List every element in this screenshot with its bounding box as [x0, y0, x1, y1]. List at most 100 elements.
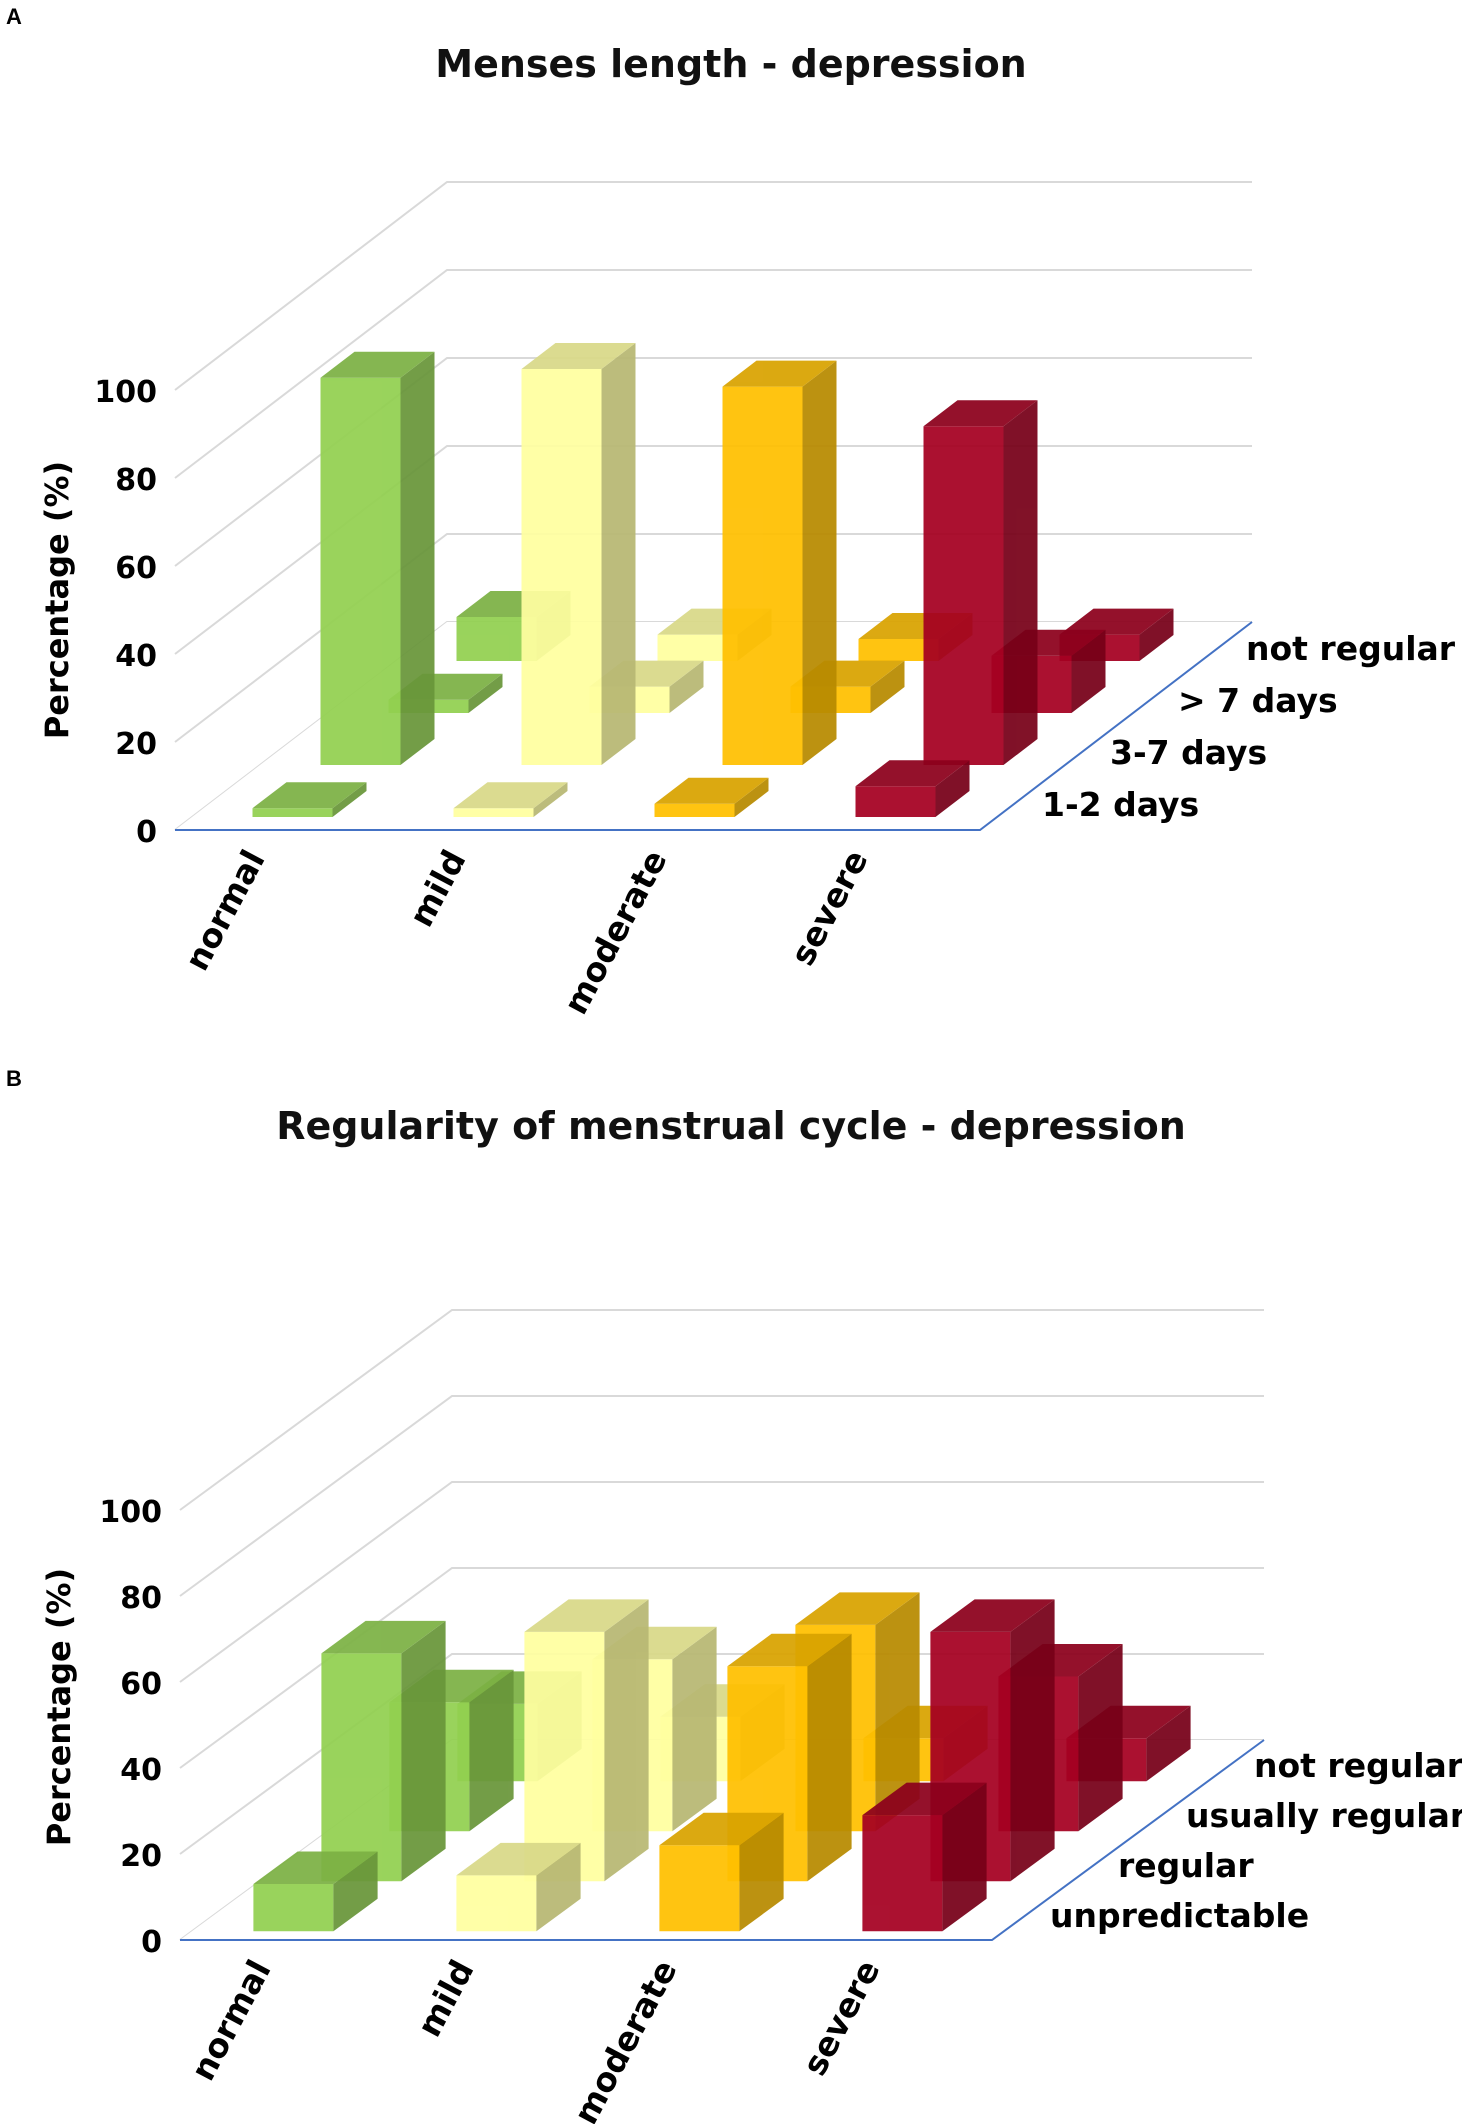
bar-top: [252, 782, 367, 809]
bar-side: [332, 782, 367, 817]
bar-side: [739, 1812, 784, 1932]
bar-side: [536, 1842, 581, 1932]
y-tick-label: 60: [120, 1667, 162, 1702]
x-category-label: moderate: [556, 843, 675, 1020]
chart-title-a: Menses length - depression: [435, 42, 1027, 86]
x-category-label: mild: [409, 1953, 481, 2043]
bar-top: [253, 1851, 378, 1884]
series-label: > 7 days: [1178, 681, 1338, 720]
bar-front: [524, 1631, 605, 1882]
bar-front: [923, 426, 1004, 765]
panel-b: B Regularity of menstrual cycle - depres…: [0, 1062, 1462, 2124]
bar-top: [923, 400, 1038, 427]
bar-front: [858, 639, 939, 661]
y-tick-label: 80: [115, 463, 157, 498]
bar-mild-regular: [524, 1599, 649, 1882]
bar-side: [1003, 400, 1038, 765]
gridline: [174, 269, 1252, 479]
panel-letter-a: A: [6, 4, 22, 29]
bar-front: [252, 808, 333, 817]
bar-front: [321, 1653, 402, 1882]
panel-letter-b: B: [6, 1066, 22, 1091]
bar-side: [669, 660, 704, 713]
gridline: [179, 1395, 1264, 1597]
bar-side: [469, 1669, 514, 1832]
bar-normal-unpredictable: [253, 1851, 378, 1932]
y-tick-label: 60: [115, 551, 157, 586]
bar-top: [524, 1599, 649, 1632]
bar-moderate-unpredictable: [659, 1812, 784, 1932]
bar-side: [1071, 629, 1106, 713]
x-category-label: severe: [783, 843, 876, 971]
bar-side: [333, 1851, 378, 1932]
bar-severe-3-7-days: [923, 400, 1038, 765]
bar-moderate-1-2-days: [654, 777, 769, 817]
bar-side: [1139, 608, 1174, 661]
y-axis-title: Percentage (%): [38, 461, 76, 739]
bar-side: [875, 1592, 920, 1832]
bar-side: [935, 760, 970, 817]
bar-top: [930, 1599, 1055, 1632]
bar-side: [401, 1620, 446, 1882]
bar-top: [1059, 608, 1174, 635]
y-tick-label: 0: [141, 1925, 162, 1960]
bar-side: [802, 360, 837, 765]
x-category-label: normal: [183, 1953, 279, 2086]
series-label: regular: [1118, 1846, 1254, 1885]
bar-front: [320, 377, 401, 765]
bar-side: [672, 1626, 717, 1832]
bar-moderate-3-7-days: [722, 360, 837, 765]
bar-front: [862, 1815, 943, 1932]
x-category-label: mild: [401, 843, 473, 933]
y-tick-label: 0: [136, 815, 157, 850]
series-label: not regular: [1254, 1746, 1462, 1785]
bar-side: [942, 1782, 987, 1932]
bar-side: [601, 343, 636, 765]
y-tick-label: 100: [99, 1495, 162, 1530]
bar-side: [468, 673, 503, 713]
bar-severe-unpredictable: [862, 1782, 987, 1932]
y-tick-label: 80: [120, 1581, 162, 1616]
y-tick-label: 100: [94, 375, 157, 410]
bar-normal-1-2-days: [252, 782, 367, 817]
chart-a: 0 20 40 60 80 100 Percentage (%) normal mild mode…: [38, 181, 1456, 1020]
panel-a: A Menses length - depression 0 20 40 60 80 10…: [6, 4, 1456, 1020]
bar-front: [722, 386, 803, 765]
bar-top: [795, 1592, 920, 1625]
gridline: [179, 1309, 1264, 1511]
bar-side: [533, 782, 568, 817]
floor-edge: [175, 621, 1253, 831]
series-label: not regular: [1246, 629, 1456, 668]
bar-top: [654, 777, 769, 804]
bar-side: [1010, 1599, 1055, 1882]
bar-normal-3-7-days: [320, 351, 435, 765]
bar-side: [400, 351, 435, 765]
bar-normal-regular: [321, 1620, 446, 1882]
series-label: unpredictable: [1050, 1896, 1309, 1935]
bar-top: [456, 1842, 581, 1876]
bar-mild-unpredictable: [456, 1842, 581, 1932]
bar-front: [456, 1875, 537, 1932]
chart-b: 0 20 40 60 80 100 Percentage (%) normal mild mode…: [40, 1309, 1462, 2124]
bar-mild-1-2-days: [453, 782, 568, 817]
bar-front: [659, 1845, 740, 1932]
bar-front: [453, 808, 534, 817]
bar-top: [521, 343, 636, 369]
y-tick-label: 40: [115, 639, 157, 674]
bar-top: [862, 1782, 987, 1816]
x-category-label: moderate: [566, 1953, 685, 2124]
bar-side: [734, 777, 769, 817]
y-tick-label: 40: [120, 1753, 162, 1788]
bar-severe-1-2-days: [855, 760, 970, 817]
bar-front: [521, 369, 602, 765]
floor-edge: [180, 1739, 1265, 1941]
bar-top: [453, 782, 568, 809]
bar-side: [604, 1599, 649, 1882]
bar-top: [659, 1812, 784, 1846]
bar-side: [1078, 1644, 1123, 1832]
y-tick-label: 20: [115, 727, 157, 762]
bar-mild-3-7-days: [521, 343, 636, 765]
x-category-label: normal: [177, 843, 273, 976]
bar-top: [321, 1620, 446, 1654]
chart-title-b: Regularity of menstrual cycle - depressi…: [276, 1104, 1186, 1148]
